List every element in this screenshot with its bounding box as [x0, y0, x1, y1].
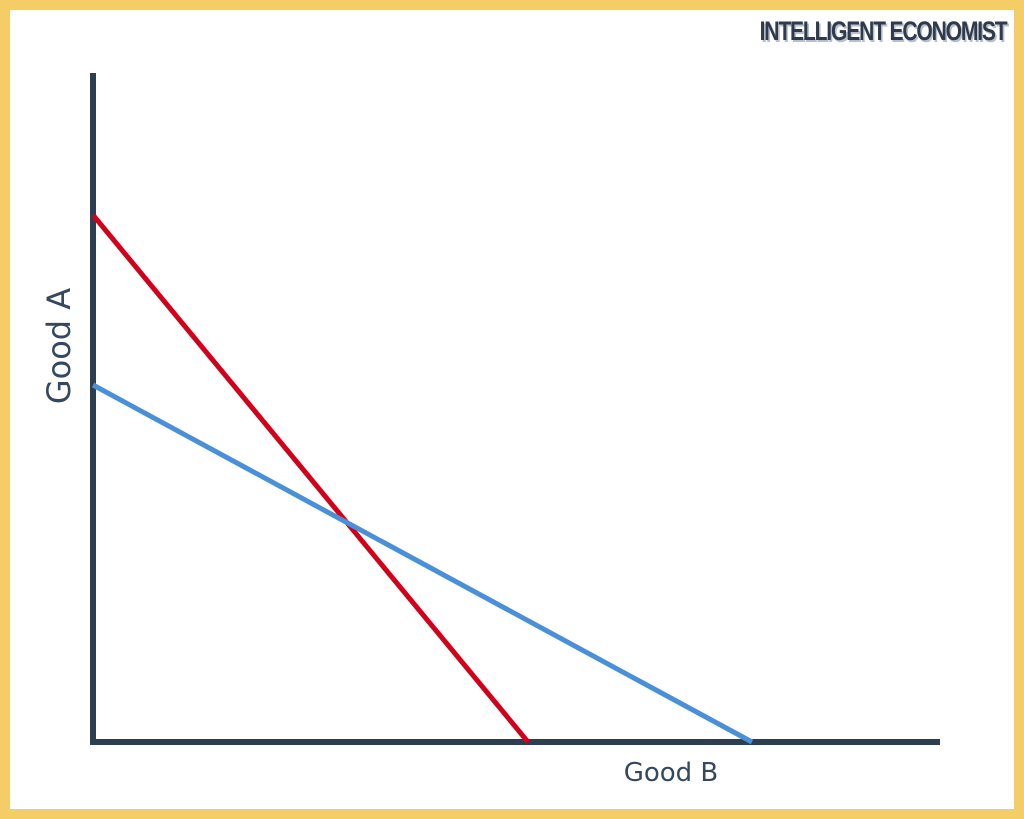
- brand-logo: INTELLIGENT ECONOMIST: [759, 16, 1007, 46]
- x-axis-label: Good B: [624, 758, 719, 788]
- blue-line: [91, 382, 754, 745]
- diagram-frame: [10, 10, 1014, 809]
- red-line: [91, 213, 530, 744]
- y-axis-label: Good A: [40, 288, 78, 404]
